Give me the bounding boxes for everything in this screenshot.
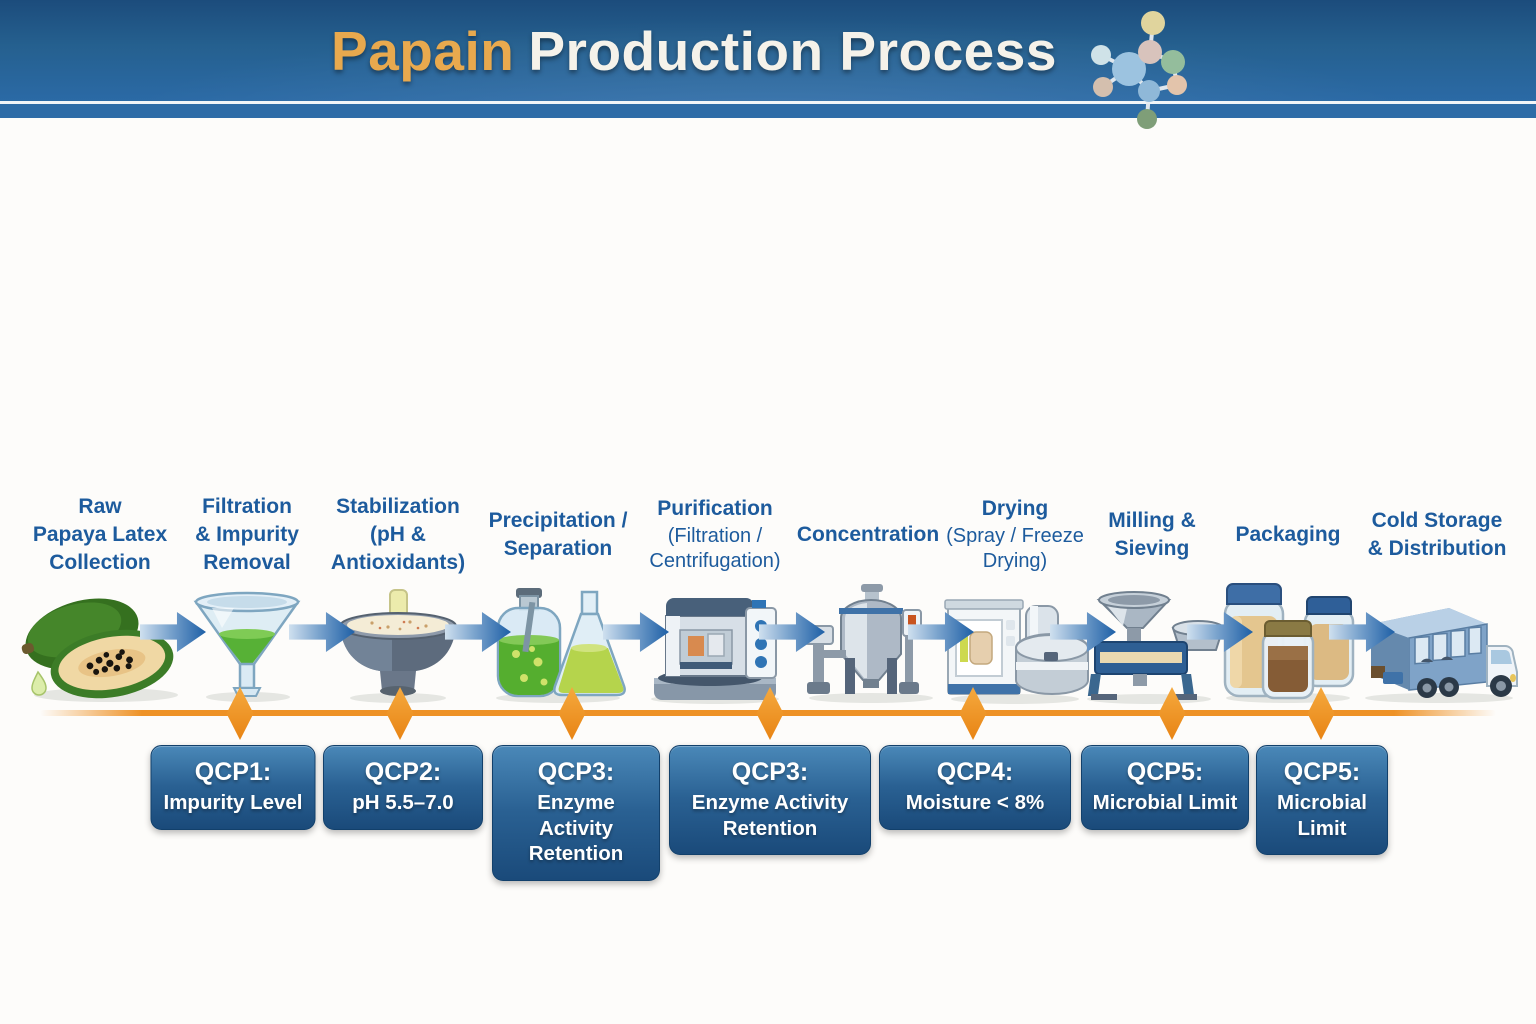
- qcp-box-4: QCP3: Enzyme Activity Retention: [669, 745, 871, 856]
- stage-purification: Purification (Filtration / Centrifugatio…: [623, 486, 807, 704]
- filtration-funnel-icon: [186, 584, 308, 704]
- concentration-tank-icon: [793, 584, 943, 704]
- header-banner: Papain Production Process: [0, 0, 1536, 129]
- stage-cold-storage-distribution: Cold Storage & Distribution: [1345, 486, 1529, 704]
- qcp-detail: Moisture < 8%: [905, 791, 1045, 814]
- flask-bottle-icon: [482, 584, 634, 704]
- qcp-detail: pH 5.5–7.0: [352, 791, 454, 814]
- stage-label: Concentration: [796, 523, 940, 547]
- qcp-title: QCP4:: [936, 758, 1014, 786]
- stage-label: Milling & Sieving: [1108, 509, 1196, 560]
- qcp-detail: Impurity Level: [163, 791, 303, 814]
- stage-stabilization: Stabilization (pH & Antioxidants): [306, 486, 490, 704]
- qcp-detail: Enzyme Activity Retention: [528, 791, 624, 866]
- stage-label: Purification: [657, 496, 773, 520]
- qcp-box-3: QCP3: Enzyme Activity Retention: [492, 745, 660, 881]
- stage-drying: Drying (Spray / Freeze Drying): [923, 486, 1107, 704]
- qcp-box-7: QCP5: Microbial Limit: [1256, 745, 1388, 856]
- stage-filtration-impurity-removal: Filtration & Impurity Removal: [155, 486, 339, 704]
- qcp-detail: Enzyme Activity Retention: [691, 791, 849, 840]
- stage-label: Stabilization (pH & Antioxidants): [330, 495, 466, 574]
- qcp-box-6: QCP5: Microbial Limit: [1081, 745, 1249, 830]
- stabilization-mortar-icon: [332, 584, 464, 704]
- truck-icon: [1353, 584, 1521, 704]
- molecule-icon: [1090, 11, 1187, 129]
- title-highlight: Papain: [331, 20, 515, 82]
- qcp-detail: Microbial Limit: [1277, 791, 1367, 840]
- stage-label: Filtration & Impurity Removal: [195, 495, 299, 574]
- jars-icon: [1213, 583, 1363, 704]
- stage-label: Packaging: [1235, 523, 1341, 547]
- banner-bottom-strip: [0, 104, 1536, 118]
- stage-label: Raw Papaya Latex Collection: [32, 495, 168, 574]
- stage-sublabel: (Spray / Freeze Drying): [946, 524, 1084, 573]
- stage-packaging: Packaging: [1196, 486, 1380, 704]
- qcp-detail: Microbial Limit: [1092, 791, 1238, 814]
- qcp-title: QCP5:: [1283, 758, 1361, 786]
- stage-label: Cold Storage & Distribution: [1367, 509, 1507, 560]
- qcp-box-1: QCP1: Impurity Level: [150, 745, 316, 830]
- page-title: Papain Production Process: [331, 19, 1057, 83]
- centrifuge-icon: [640, 584, 790, 704]
- papaya-icon: [16, 584, 184, 704]
- stage-label: Precipitation / Separation: [488, 509, 628, 560]
- qcp-title: QCP2:: [364, 758, 442, 786]
- qcp-box-5: QCP4: Moisture < 8%: [879, 745, 1071, 830]
- qcp-box-2: QCP2: pH 5.5–7.0: [323, 745, 483, 830]
- qcp-title: QCP1:: [194, 758, 272, 786]
- qcp-title: QCP5:: [1126, 758, 1204, 786]
- banner-background: [0, 0, 1536, 102]
- banner-content: Papain Production Process: [0, 0, 1536, 129]
- process-flow: Raw Papaya Latex Collection: [0, 486, 1536, 704]
- title-rest: Production Process: [528, 20, 1057, 82]
- stage-label: Drying: [981, 496, 1049, 520]
- stage-concentration: Concentration: [776, 486, 960, 704]
- spray-dryer-icon: [940, 584, 1090, 704]
- qcp-title: QCP3:: [731, 758, 809, 786]
- stage-sublabel: (Filtration / Centrifugation): [649, 524, 781, 573]
- banner-divider-line: [0, 101, 1536, 104]
- stage-raw-papaya-latex-collection: Raw Papaya Latex Collection: [8, 486, 192, 704]
- qcp-title: QCP3:: [537, 758, 615, 786]
- stage-precipitation-separation: Precipitation / Separation: [466, 486, 650, 704]
